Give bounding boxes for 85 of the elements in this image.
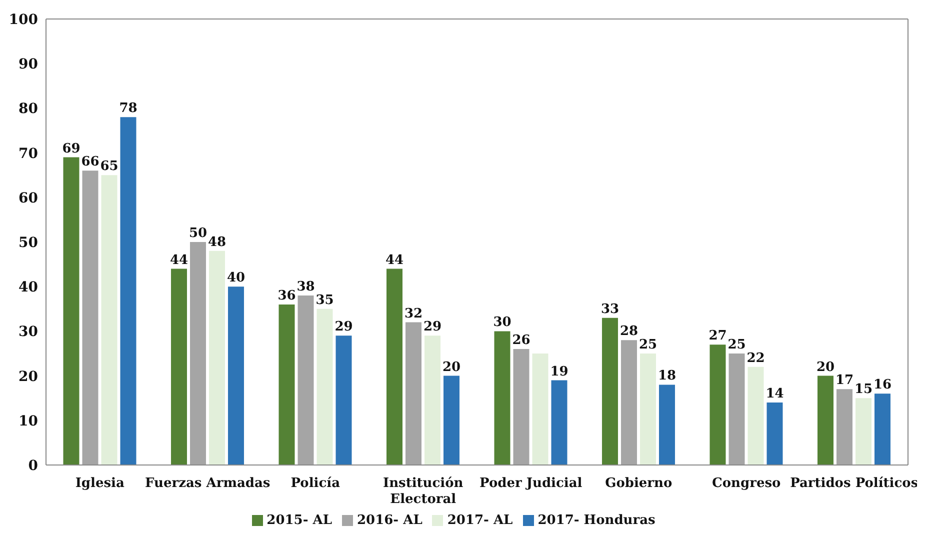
data-label: 22 (746, 350, 765, 366)
data-label: 28 (620, 324, 638, 340)
bar (190, 242, 206, 465)
data-label: 44 (170, 252, 188, 268)
data-label: 35 (316, 292, 334, 308)
data-label: 69 (62, 141, 80, 156)
data-label: 26 (512, 333, 530, 348)
data-label: 78 (119, 101, 138, 116)
data-label: 30 (493, 315, 512, 330)
bar (620, 340, 637, 465)
bar (602, 318, 618, 465)
bar (874, 394, 890, 465)
x-tick-label: Policía (290, 476, 341, 491)
bar (101, 175, 118, 465)
bar (298, 296, 314, 465)
legend-label: 2017- Honduras (538, 513, 656, 528)
data-label: 38 (296, 280, 315, 295)
data-label: 50 (188, 226, 208, 241)
y-tick-label: 10 (18, 413, 38, 430)
bar (766, 402, 783, 465)
bar (316, 308, 333, 465)
bar (748, 366, 764, 465)
bar (336, 336, 352, 465)
y-tick-label: 60 (18, 190, 38, 206)
bar (551, 380, 568, 465)
data-label: 20 (816, 360, 835, 375)
data-label: 14 (766, 386, 784, 402)
data-label: 16 (873, 378, 892, 393)
bar (120, 117, 136, 465)
data-label: 65 (100, 159, 118, 174)
x-tick-label: Congreso (712, 476, 782, 491)
data-label: 25 (728, 338, 746, 352)
data-label: 32 (404, 306, 423, 322)
x-tick-label: Fuerzas Armadas (145, 476, 270, 491)
bar (278, 304, 295, 465)
y-tick-label: 30 (18, 324, 38, 340)
bar (494, 331, 510, 465)
data-label: 29 (423, 320, 442, 335)
data-label: 19 (550, 364, 568, 380)
x-tick-label: Poder Judicial (480, 476, 582, 491)
y-tick-label: 70 (18, 146, 38, 162)
bar (640, 354, 656, 465)
bar (532, 354, 548, 465)
data-label: 29 (334, 320, 353, 335)
y-tick-label: 90 (18, 56, 38, 73)
bar (710, 344, 726, 465)
bar (208, 250, 225, 465)
data-label: 20 (442, 360, 461, 375)
y-tick-label: 100 (8, 12, 38, 28)
data-label: 36 (278, 288, 296, 304)
data-label: 18 (658, 368, 676, 384)
bar (63, 157, 80, 465)
data-label: 40 (226, 270, 246, 286)
y-tick-label: 0 (28, 458, 38, 474)
bar (728, 354, 745, 465)
y-tick-label: 40 (18, 280, 38, 296)
x-tick-label: Institución Electoral (383, 476, 464, 507)
bar (855, 398, 872, 465)
data-label: 33 (600, 302, 620, 317)
data-label: 44 (385, 252, 404, 268)
legend-label: 2015- AL (266, 513, 332, 528)
bar (817, 376, 834, 465)
data-label: 66 (81, 154, 100, 170)
x-tick-label: Iglesia (75, 476, 125, 491)
legend-label: 2017- AL (447, 513, 513, 528)
bar (228, 286, 244, 465)
y-tick-label: 50 (18, 234, 38, 251)
bar (443, 376, 460, 465)
y-tick-label: 80 (18, 101, 38, 118)
data-label: 48 (208, 234, 226, 250)
bar (836, 389, 852, 465)
x-tick-label: Gobierno (605, 476, 672, 491)
legend-label: 2016- AL (357, 513, 422, 528)
bar (170, 268, 187, 465)
data-label: 25 (638, 338, 658, 352)
bar (513, 349, 530, 465)
bar (424, 336, 440, 465)
data-label: 27 (708, 328, 727, 344)
data-label: 17 (835, 373, 854, 388)
bar (386, 268, 402, 465)
data-label: 15 (854, 382, 873, 398)
bar (82, 170, 98, 465)
bar (405, 322, 422, 465)
bar (658, 384, 675, 465)
y-tick-label: 20 (18, 368, 38, 385)
